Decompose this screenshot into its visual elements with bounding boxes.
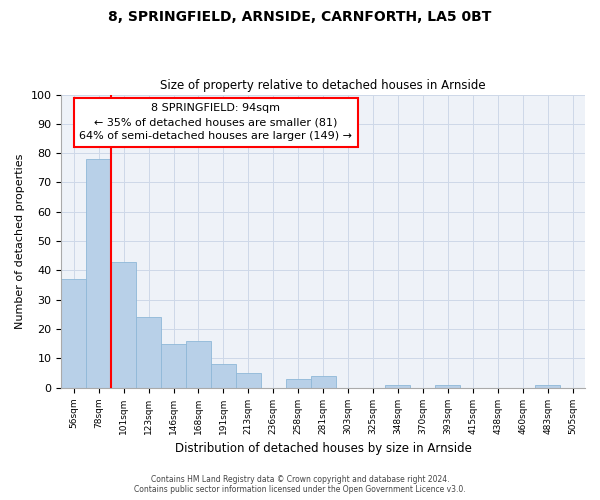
Text: 8 SPRINGFIELD: 94sqm
← 35% of detached houses are smaller (81)
64% of semi-detac: 8 SPRINGFIELD: 94sqm ← 35% of detached h… [79,104,352,142]
Text: Contains HM Land Registry data © Crown copyright and database right 2024.: Contains HM Land Registry data © Crown c… [151,475,449,484]
Y-axis label: Number of detached properties: Number of detached properties [15,154,25,329]
Bar [161,344,186,388]
Bar [111,262,136,388]
Bar [311,376,335,388]
Bar [436,384,460,388]
Bar [211,364,236,388]
Bar [186,340,211,388]
Bar [236,373,261,388]
Bar [286,379,311,388]
Text: Contains public sector information licensed under the Open Government Licence v3: Contains public sector information licen… [134,485,466,494]
Bar [136,317,161,388]
Text: 8, SPRINGFIELD, ARNSIDE, CARNFORTH, LA5 0BT: 8, SPRINGFIELD, ARNSIDE, CARNFORTH, LA5 … [109,10,491,24]
Bar [61,279,86,388]
Bar [385,384,410,388]
X-axis label: Distribution of detached houses by size in Arnside: Distribution of detached houses by size … [175,442,472,455]
Title: Size of property relative to detached houses in Arnside: Size of property relative to detached ho… [160,79,486,92]
Bar [86,159,111,388]
Bar [535,384,560,388]
